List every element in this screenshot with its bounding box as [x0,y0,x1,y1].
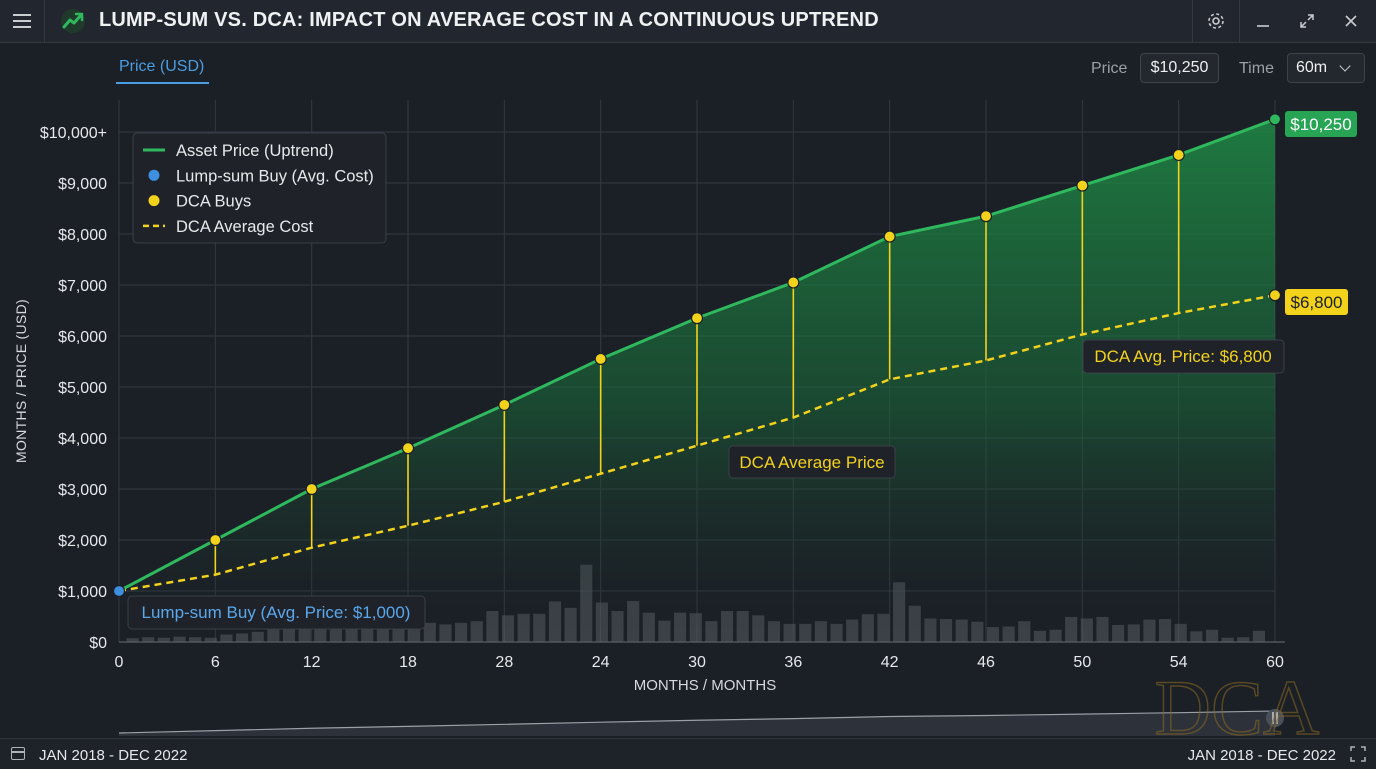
price-end-point [1268,113,1282,126]
maximize-icon[interactable] [1284,0,1330,42]
overview-line [118,710,1276,734]
time-value: 60m [1296,59,1328,76]
x-tick-label: 36 [784,654,802,671]
y-tick-label: $8,000 [58,227,107,244]
x-tick-label: 18 [399,654,417,671]
legend-swatch [148,195,160,207]
x-tick-label: 24 [592,654,610,671]
title-bar: LUMP-SUM VS. DCA: IMPACT ON AVERAGE COST… [0,0,1376,43]
y-tick-label: $4,000 [58,431,107,448]
trend-up-logo-icon [61,9,85,33]
price-end-label-bg [1285,111,1357,137]
menu-icon[interactable] [0,0,45,42]
dca-end-point [1268,289,1282,302]
dca-buy-point [401,442,415,455]
y-tick-label: $9,000 [58,176,107,193]
price-value: $10,250 [1150,59,1209,76]
active-tab-indicator [116,82,209,84]
dca-end-label-bg [1285,289,1348,315]
overview-area [119,711,1275,736]
gear-icon[interactable] [1192,0,1240,42]
price-value-field[interactable]: $10,250 [1140,53,1219,83]
dca-average-cost-line [118,293,1276,593]
y-tick-label: $2,000 [58,533,107,550]
price-chart: $0 $1,000 $2,000 $3,000 $4,000 $5,000 $6,000 $7… [40,100,1357,738]
x-tick-label: 46 [977,654,995,671]
time-select[interactable]: 60m [1287,53,1365,83]
legend-item: Asset Price (Uptrend) [176,142,334,160]
legend-item: DCA Buys [176,193,251,211]
x-tick-label: 54 [1170,654,1188,671]
dca-buy-point [1076,179,1089,192]
y-tick-label: $5,000 [58,380,107,397]
dca-average-price-annotation: DCA Average Price [739,453,884,472]
x-tick-label: 60 [1266,654,1284,671]
legend-item: Lump-sum Buy (Avg. Cost) [176,167,374,185]
y-tick-label: $3,000 [58,482,107,499]
x-tick-label: 0 [115,654,124,671]
dca-average-price-box [728,445,896,479]
x-tick-label: 42 [881,654,899,671]
close-icon[interactable] [1328,0,1374,42]
dca-end-label: $6,800 [1291,293,1343,312]
legend-box [132,132,387,244]
dca-avg-price-annotation: DCA Avg. Price: $6,800 [1094,347,1271,366]
y-tick-label: $6,000 [58,329,107,346]
overview-handle [1266,709,1284,727]
x-tick-label: 6 [211,654,220,671]
dca-buy-point [594,352,607,366]
dca-buy-point [305,482,318,496]
dca-buy-point [979,210,993,223]
minimize-icon[interactable] [1240,0,1286,42]
tab-price-usd[interactable]: Price (USD) [119,58,205,75]
dca-buy-point [690,312,704,325]
y-tick-label: $10,000+ [40,125,107,142]
x-tick-label: 28 [495,654,513,671]
dca-watermark-logo: DCA [1155,664,1320,738]
y-tick-label: $7,000 [58,278,107,295]
x-tick-label: 12 [303,654,321,671]
dca-buy-point [498,398,511,411]
lump-sum-box [127,595,426,630]
x-tick-label: 30 [688,654,706,671]
dca-buy-point [883,230,896,243]
price-end-label: $10,250 [1290,115,1351,134]
lump-sum-point [112,584,126,598]
expand-icon[interactable] [1350,746,1366,762]
time-label: Time [1239,60,1274,77]
x-tick-label: 50 [1073,654,1091,671]
date-range-left[interactable]: JAN 2018 - DEC 2022 [39,747,188,764]
legend-swatch [148,169,160,181]
dca-buy-point [787,276,800,289]
legend-item: DCA Average Cost [176,218,314,236]
date-range-right: JAN 2018 - DEC 2022 [1187,747,1336,764]
x-axis-title: MONTHS / MONTHS [633,677,777,694]
y-tick-label: $1,000 [58,584,107,601]
calendar-icon[interactable] [11,747,25,760]
y-tick-label: $0 [89,635,107,652]
dca-avg-price-box [1082,339,1285,374]
app-title: LUMP-SUM VS. DCA: IMPACT ON AVERAGE COST… [99,9,879,31]
lump-sum-annotation: Lump-sum Buy (Avg. Price: $1,000) [142,603,411,622]
price-label: Price [1091,60,1128,77]
status-bar: JAN 2018 - DEC 2022 JAN 2018 - DEC 2022 [0,738,1376,769]
dca-buy-point [1172,148,1185,162]
dca-buy-point [209,533,222,547]
